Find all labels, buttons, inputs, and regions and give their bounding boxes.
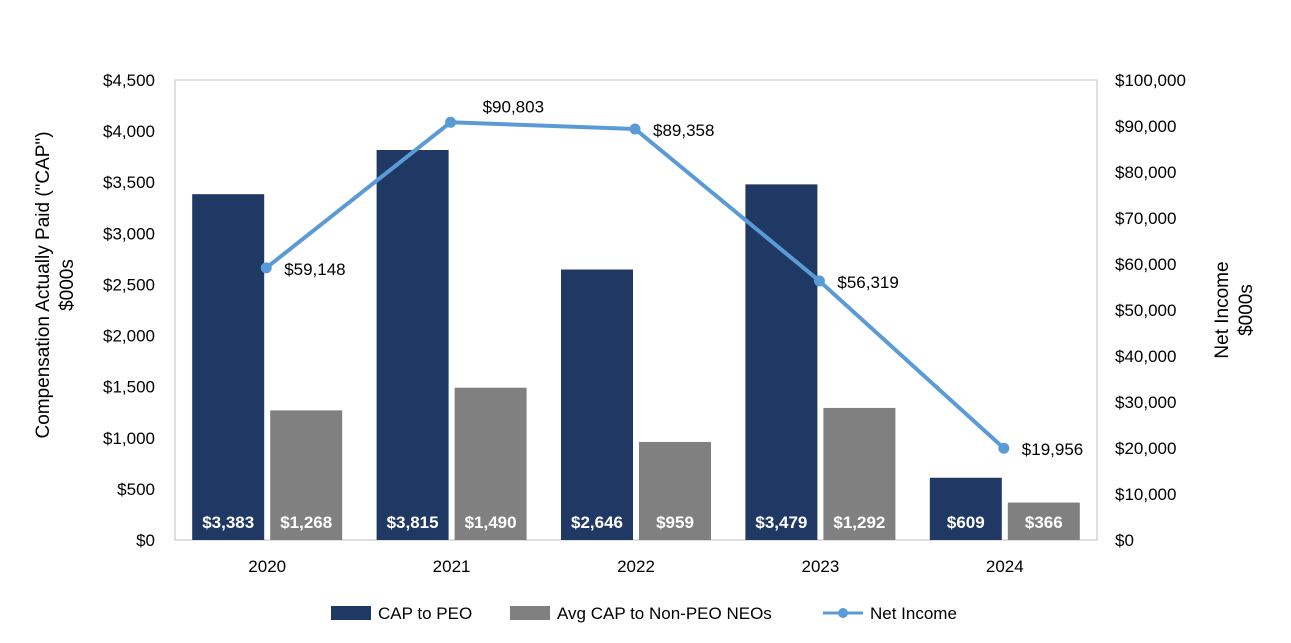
right-axis-ticks: $0 $10,000 $20,000 $30,000 $40,000 $50,000 $60…	[1115, 71, 1186, 550]
right-tick-label: $20,000	[1115, 439, 1176, 458]
bar-label-avg-cap: $1,268	[280, 513, 332, 532]
x-tick-label: 2020	[248, 557, 286, 576]
bar-label-cap-to-peo: $3,383	[202, 513, 254, 532]
bar-avg-cap	[1007, 502, 1080, 540]
legend-label-avg-cap: Avg CAP to Non-PEO NEOs	[557, 604, 772, 623]
left-tick-label: $4,500	[103, 71, 155, 90]
left-tick-label: $2,500	[103, 275, 155, 294]
net-income-point	[629, 123, 641, 135]
legend-item-avg-cap: Avg CAP to Non-PEO NEOs	[510, 604, 772, 623]
right-tick-label: $60,000	[1115, 255, 1176, 274]
bar-label-cap-to-peo: $3,815	[387, 513, 439, 532]
x-tick-label: 2022	[617, 557, 655, 576]
x-tick-label: 2023	[801, 557, 839, 576]
bar-cap-to-peo	[929, 477, 1002, 540]
left-tick-label: $3,000	[103, 224, 155, 243]
x-axis-ticks: 2020 2021 2022 2023 2024	[248, 557, 1023, 576]
legend: CAP to PEO Avg CAP to Non-PEO NEOs Net I…	[331, 604, 957, 623]
legend-item-cap-to-peo: CAP to PEO	[331, 604, 472, 623]
net-income-labels: $59,148 $90,803 $89,358 $56,319 $19,956	[284, 97, 1083, 459]
net-income-label: $90,803	[483, 97, 544, 116]
left-tick-label: $500	[117, 480, 155, 499]
right-axis-title: Net Income	[1212, 261, 1233, 358]
net-income-label: $56,319	[837, 273, 898, 292]
bar-avg-cap	[454, 387, 527, 540]
left-tick-label: $1,500	[103, 378, 155, 397]
legend-swatch-cap-to-peo	[331, 606, 371, 620]
x-tick-label: 2021	[433, 557, 471, 576]
legend-label-net-income: Net Income	[870, 604, 957, 623]
bar-avg-cap	[270, 410, 343, 540]
net-income-point	[998, 442, 1010, 454]
left-axis-ticks: $0 $500 $1,000 $1,500 $2,000 $2,500 $3,000 $3,5…	[103, 71, 155, 550]
legend-swatch-avg-cap	[510, 606, 550, 620]
bar-label-avg-cap: $959	[656, 513, 694, 532]
net-income-label: $19,956	[1022, 440, 1083, 459]
left-axis-subtitle: $000s	[57, 259, 78, 311]
right-tick-label: $30,000	[1115, 393, 1176, 412]
bar-label-cap-to-peo: $609	[947, 513, 985, 532]
left-tick-label: $0	[136, 531, 155, 550]
bars: $3,383 $3,815 $2,646 $3,479 $609 $1,268 $1,490…	[192, 150, 1080, 540]
bar-cap-to-peo	[745, 184, 818, 540]
net-income-point	[260, 262, 272, 274]
left-tick-label: $3,500	[103, 173, 155, 192]
right-tick-label: $50,000	[1115, 301, 1176, 320]
bar-cap-to-peo	[561, 269, 633, 540]
right-tick-label: $100,000	[1115, 71, 1186, 90]
net-income-line	[260, 116, 1010, 454]
left-axis-title: Compensation Actually Paid ("CAP")	[33, 131, 54, 438]
right-tick-label: $0	[1115, 531, 1134, 550]
right-tick-label: $90,000	[1115, 117, 1176, 136]
right-tick-label: $10,000	[1115, 485, 1176, 504]
net-income-point	[813, 275, 825, 287]
net-income-label: $59,148	[284, 260, 345, 279]
left-tick-label: $4,000	[103, 122, 155, 141]
legend-marker-net-income	[838, 608, 848, 618]
bar-avg-cap	[823, 407, 896, 540]
right-tick-label: $70,000	[1115, 209, 1176, 228]
left-tick-label: $1,000	[103, 429, 155, 448]
bar-cap-to-peo	[376, 150, 449, 540]
bar-label-avg-cap: $366	[1025, 513, 1063, 532]
net-income-point	[445, 116, 457, 128]
legend-label-cap-to-peo: CAP to PEO	[378, 604, 472, 623]
legend-item-net-income: Net Income	[823, 604, 957, 623]
right-tick-label: $40,000	[1115, 347, 1176, 366]
right-axis-subtitle: $000s	[1236, 284, 1257, 336]
x-tick-label: 2024	[986, 557, 1024, 576]
bar-cap-to-peo	[192, 194, 265, 540]
right-tick-label: $80,000	[1115, 163, 1176, 182]
bar-label-avg-cap: $1,490	[465, 513, 517, 532]
bar-avg-cap	[639, 441, 711, 540]
left-tick-label: $2,000	[103, 327, 155, 346]
plot-area-border	[174, 79, 1098, 541]
bar-label-cap-to-peo: $3,479	[755, 513, 807, 532]
bar-label-cap-to-peo: $2,646	[571, 513, 623, 532]
bar-label-avg-cap: $1,292	[833, 513, 885, 532]
net-income-label: $89,358	[653, 121, 714, 140]
